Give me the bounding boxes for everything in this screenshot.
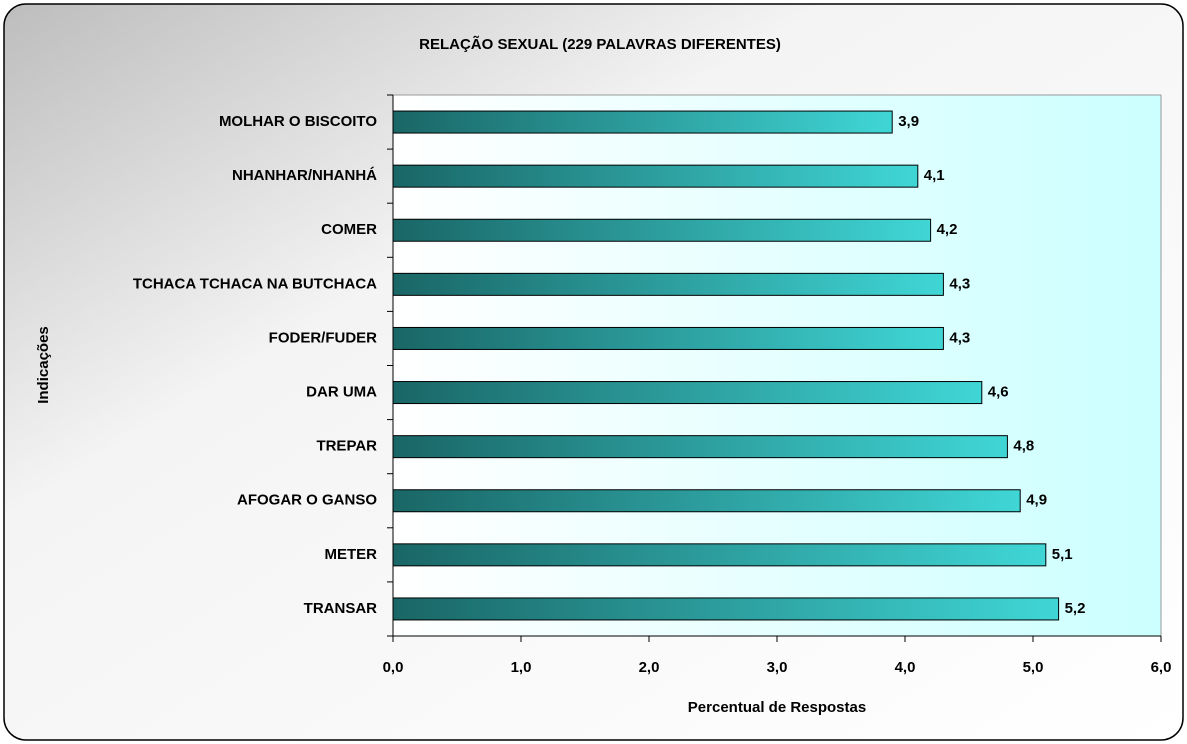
value-label: 5,1 xyxy=(1052,546,1073,563)
bar xyxy=(392,435,1008,459)
bar xyxy=(392,326,944,350)
x-tick-label: 4,0 xyxy=(895,659,916,676)
x-tick-label: 6,0 xyxy=(1151,659,1172,676)
y-tick-label: COMER xyxy=(321,221,377,238)
y-tick-label: TRANSAR xyxy=(304,600,377,617)
y-tick-label: FODER/FUDER xyxy=(269,329,378,346)
value-label: 4,2 xyxy=(937,221,958,238)
bar xyxy=(392,543,1047,567)
x-tick-label: 2,0 xyxy=(639,659,660,676)
y-tick-label: TCHACA TCHACA NA BUTCHACA xyxy=(133,275,377,292)
value-label: 4,1 xyxy=(924,167,945,184)
y-tick-label: MOLHAR O BISCOITO xyxy=(219,113,377,130)
x-tick-label: 1,0 xyxy=(511,659,532,676)
value-label: 5,2 xyxy=(1065,600,1086,617)
x-tick-label: 3,0 xyxy=(767,659,788,676)
y-axis-label: Indicações xyxy=(35,326,52,404)
chart-title: RELAÇÃO SEXUAL (229 PALAVRAS DIFERENTES) xyxy=(419,35,781,53)
y-tick-label: NHANHAR/NHANHÁ xyxy=(232,167,377,184)
value-label: 4,9 xyxy=(1026,492,1047,509)
bar xyxy=(392,272,944,296)
y-tick-label: METER xyxy=(325,546,378,563)
y-tick-label: DAR UMA xyxy=(306,384,377,401)
x-axis-label: Percentual de Respostas xyxy=(688,699,866,716)
x-tick-label: 5,0 xyxy=(1023,659,1044,676)
value-label: 3,9 xyxy=(898,113,919,130)
value-label: 4,8 xyxy=(1013,438,1034,455)
value-label: 4,3 xyxy=(949,275,970,292)
bar xyxy=(392,110,893,134)
bar xyxy=(392,489,1021,513)
value-label: 4,3 xyxy=(949,329,970,346)
bar xyxy=(392,164,919,188)
y-tick-label: TREPAR xyxy=(316,438,377,455)
bar xyxy=(392,218,932,242)
bar xyxy=(392,381,983,405)
value-label: 4,6 xyxy=(988,384,1009,401)
y-tick-label: AFOGAR O GANSO xyxy=(237,492,377,509)
bar xyxy=(392,597,1060,621)
x-tick-label: 0,0 xyxy=(383,659,404,676)
